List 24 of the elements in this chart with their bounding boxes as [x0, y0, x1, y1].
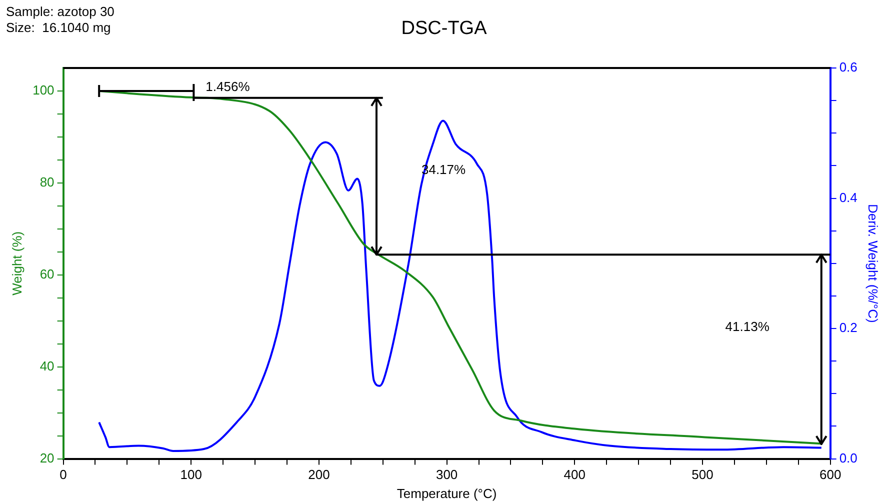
y2-tick-label: 0.4 — [839, 190, 858, 205]
y-tick-label: 100 — [32, 82, 54, 98]
chart-title: DSC-TGA — [401, 18, 487, 39]
y2-tick-label: 0.0 — [839, 450, 858, 466]
annotation: 41.13% — [725, 319, 770, 334]
x-tick-label: 0 — [60, 467, 67, 482]
y2-axis-title: Deriv. Weight (%/°C) — [866, 204, 881, 323]
text: Sample: azotop 30 — [6, 4, 114, 19]
y-tick-label: 80 — [40, 174, 54, 190]
x-tick-label: 200 — [308, 467, 330, 482]
y-axis-title: Weight (%) — [9, 231, 24, 296]
x-tick-label: 300 — [436, 467, 458, 482]
y2-tick-label: 0.2 — [839, 320, 858, 336]
x-tick-label: 500 — [692, 467, 714, 482]
annotation: 1.456% — [206, 78, 250, 94]
y2-tick-label: 0.6 — [839, 60, 858, 75]
y-tick-label: 40 — [40, 358, 54, 374]
text: Size: 16.1040 mg — [6, 20, 111, 35]
x-tick-label: 400 — [564, 467, 586, 482]
y-tick-label: 60 — [40, 266, 54, 282]
x-tick-label: 600 — [819, 467, 842, 482]
x-tick-label: 100 — [180, 467, 202, 482]
y-tick-label: 20 — [40, 450, 54, 466]
x-axis-title: Temperature (°C) — [396, 486, 497, 501]
